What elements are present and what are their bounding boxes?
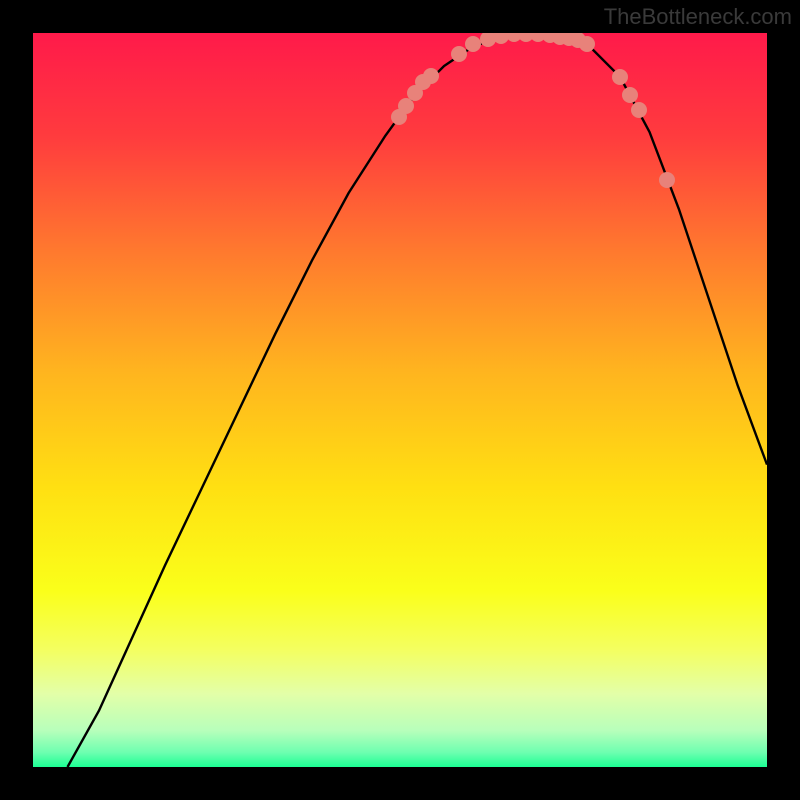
data-point <box>631 102 647 118</box>
data-point <box>423 68 439 84</box>
data-point <box>659 172 675 188</box>
data-point <box>465 36 481 52</box>
curve-svg <box>33 33 767 767</box>
data-point <box>579 36 595 52</box>
data-point <box>451 46 467 62</box>
curve-path <box>67 34 767 767</box>
chart-container <box>33 33 767 767</box>
attribution-text: TheBottleneck.com <box>604 4 792 30</box>
data-point <box>622 87 638 103</box>
data-point <box>612 69 628 85</box>
